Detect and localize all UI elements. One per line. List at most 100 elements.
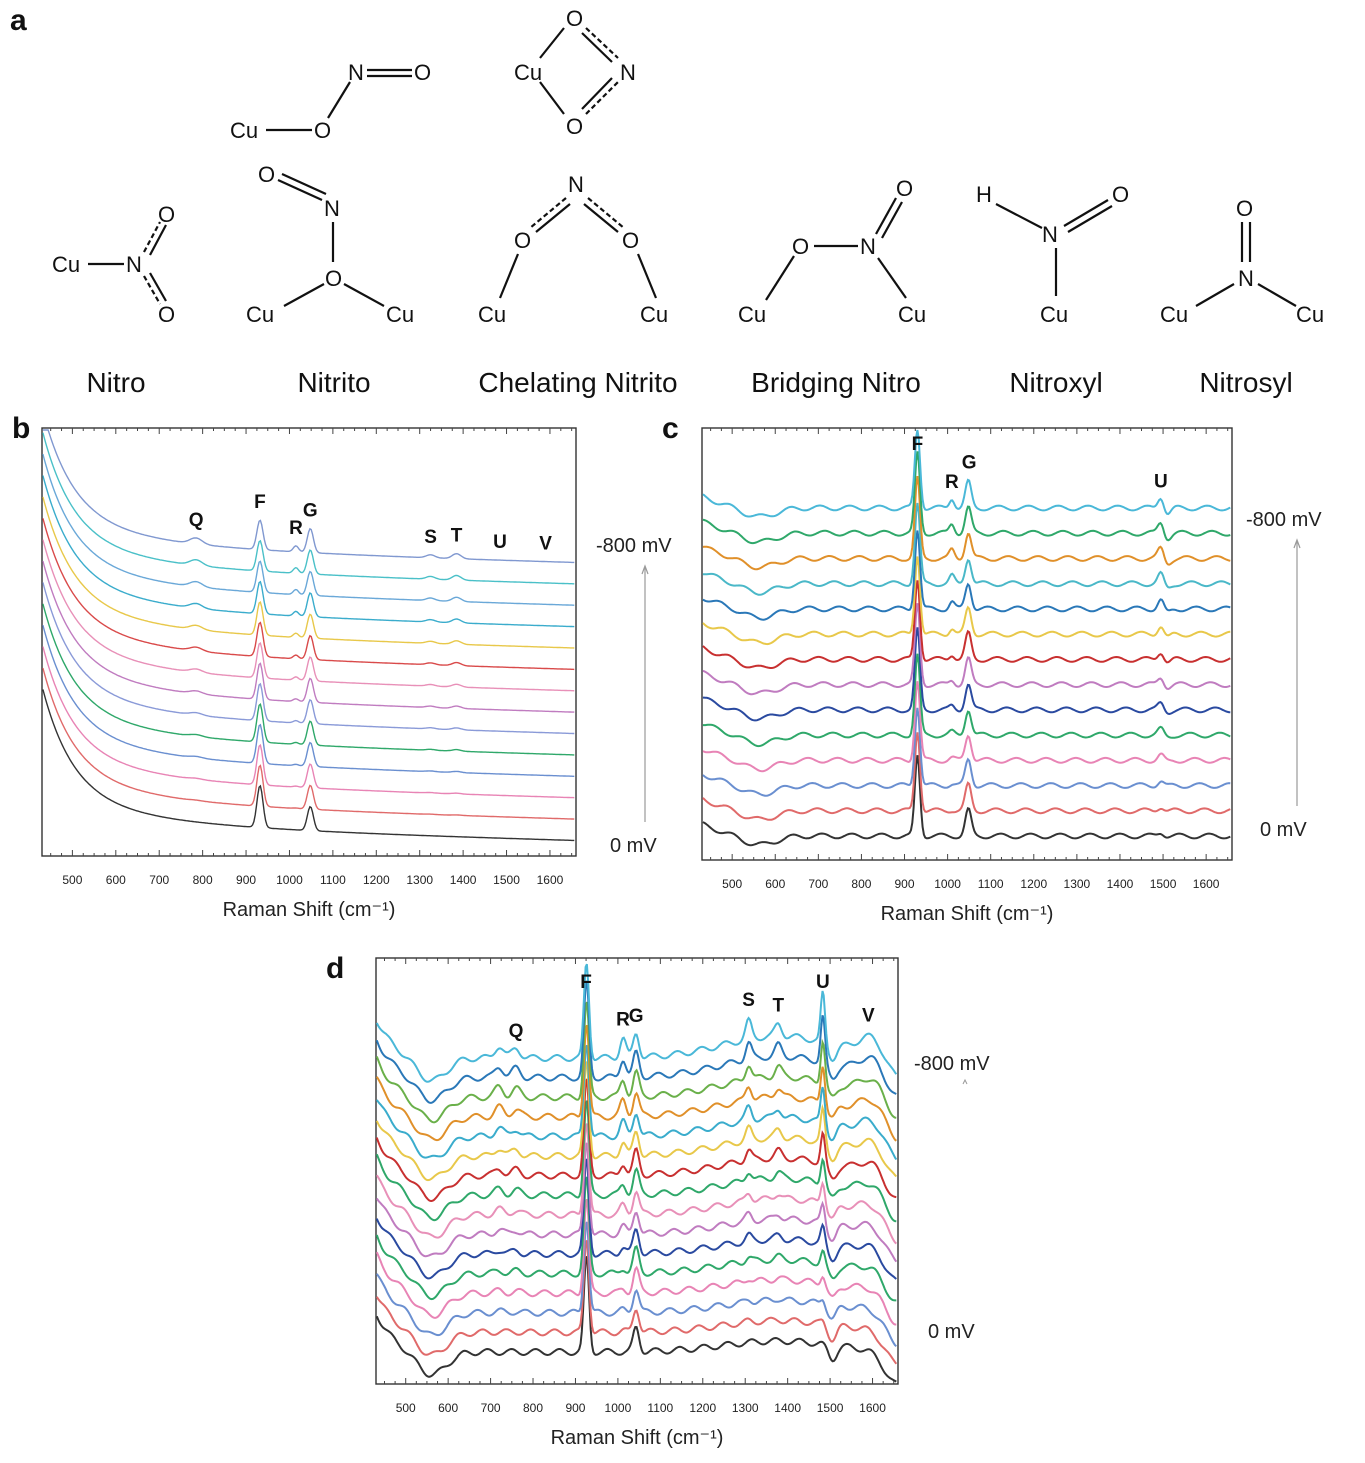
atom-cu: Cu [514, 60, 542, 85]
peak-label: R [616, 1010, 630, 1031]
spectrum-line [375, 1044, 898, 1161]
structure-bridging-nitro: O N O Cu Cu [738, 176, 926, 327]
spectrum-line [42, 432, 575, 585]
panel-label-b: b [12, 412, 30, 445]
atom-cu: Cu [52, 252, 80, 277]
spectrum-line [375, 980, 897, 1104]
peak-label: V [862, 1006, 875, 1027]
x-tick-label: 1300 [1064, 877, 1091, 891]
atom-n: N [1042, 222, 1058, 247]
spectrum-line [42, 603, 575, 756]
x-tick-label: 700 [149, 873, 169, 887]
spectrum-line [702, 429, 1231, 518]
spectrum-line [702, 732, 1231, 821]
structure-name-nitrito: Nitrito [297, 367, 370, 398]
x-tick-label: 1600 [537, 873, 564, 887]
spectrum-line [42, 475, 575, 628]
atom-o: O [258, 162, 275, 187]
peak-label: F [254, 492, 266, 513]
x-tick-label: 900 [565, 1401, 585, 1415]
potential-label-top: -800 mV [1246, 509, 1322, 531]
spectrum-line [375, 1158, 897, 1280]
potential-label-bottom: 0 mV [1260, 819, 1307, 841]
x-axis-label: Raman Shift (cm⁻¹) [223, 899, 396, 921]
chart-panel-b: 500 600 700 800 900 1000 1100 1200 1300 1400 1500 1… [41, 427, 672, 921]
structure-nitroxyl: H N O Cu [976, 182, 1129, 327]
x-tick-label: 1200 [689, 1401, 716, 1415]
spectrum-line [375, 1221, 897, 1348]
spectrum-line [42, 429, 575, 564]
potential-arrowhead [1293, 538, 1301, 549]
x-tick-label: 1000 [605, 1401, 632, 1415]
spectrum-line [375, 1176, 897, 1302]
x-tick-label: 900 [236, 873, 256, 887]
peak-label: T [451, 526, 463, 547]
spectrum-line [42, 667, 575, 820]
potential-label-bottom: 0 mV [610, 835, 657, 857]
x-tick-label: 1200 [363, 873, 390, 887]
x-tick-label: 1500 [1150, 877, 1177, 891]
x-tick-label: 500 [722, 877, 742, 891]
x-tick-label: 1100 [978, 877, 1004, 891]
peak-label: G [629, 1006, 644, 1027]
spectrum-line [375, 1061, 898, 1182]
spectrum-line [702, 451, 1231, 545]
spectrum-line [42, 582, 575, 735]
spectrum-line [702, 707, 1231, 797]
atom-cu: Cu [738, 302, 766, 327]
panel-label-c: c [662, 412, 679, 445]
atom-cu: Cu [1040, 302, 1068, 327]
spectrum-line [702, 475, 1231, 571]
x-tick-label: 1300 [406, 873, 433, 887]
atom-o: O [1112, 182, 1129, 207]
atom-o: O [325, 266, 342, 291]
spectrum-line [42, 496, 575, 649]
x-tick-label: 1600 [859, 1401, 886, 1415]
x-tick-label: 900 [895, 877, 915, 891]
atom-o: O [514, 228, 531, 253]
panel-label-d: d [326, 952, 344, 985]
spectrum-line [702, 755, 1231, 847]
structure-nitrito: O N O Cu Cu [246, 162, 414, 327]
atom-cu: Cu [1296, 302, 1324, 327]
x-tick-label: 600 [106, 873, 126, 887]
potential-label-bottom: 0 mV [928, 1321, 975, 1343]
x-tick-label: 1000 [276, 873, 303, 887]
spectrum-line [375, 1198, 897, 1326]
atom-n: N [568, 172, 584, 197]
chart-panel-c: 500 600 700 800 900 1000 1100 1200 1300 1400 1500 1… [701, 427, 1322, 925]
atom-o: O [566, 114, 583, 139]
x-tick-label: 1200 [1020, 877, 1047, 891]
atom-o: O [414, 60, 431, 85]
atom-cu: Cu [386, 302, 414, 327]
spectrum-line [375, 1240, 898, 1365]
x-tick-label: 1100 [320, 873, 346, 887]
spectrum-line [42, 560, 575, 713]
x-tick-label: 800 [523, 1401, 543, 1415]
x-tick-label: 700 [481, 1401, 501, 1415]
chart-panel-d: 500 600 700 800 900 1000 1100 1200 1300 1400 1500 1… [375, 957, 990, 1449]
x-tick-label: 1500 [493, 873, 520, 887]
plot-frame [375, 957, 899, 1385]
potential-arrowhead [962, 1078, 968, 1085]
spectrum-line [375, 963, 898, 1083]
peak-label: U [1154, 471, 1168, 492]
atom-n: N [324, 196, 340, 221]
spectrum-line [42, 518, 575, 671]
spectrum-line [375, 1001, 897, 1124]
x-tick-label: 1500 [817, 1401, 844, 1415]
potential-arrowhead [641, 564, 649, 575]
x-tick-label: 600 [765, 877, 785, 891]
x-tick-label: 1400 [1107, 877, 1134, 891]
peak-label: U [493, 532, 507, 553]
spectrum-line [375, 1123, 897, 1245]
x-tick-label: 600 [438, 1401, 458, 1415]
structure-nitrosyl: O N Cu Cu [1160, 196, 1324, 327]
peak-label: F [912, 434, 924, 455]
potential-label-top: -800 mV [914, 1053, 990, 1075]
x-tick-label: 700 [808, 877, 828, 891]
atom-o: O [622, 228, 639, 253]
structure-nitrito-mono: Cu O N O [230, 60, 431, 143]
atom-cu: Cu [1160, 302, 1188, 327]
